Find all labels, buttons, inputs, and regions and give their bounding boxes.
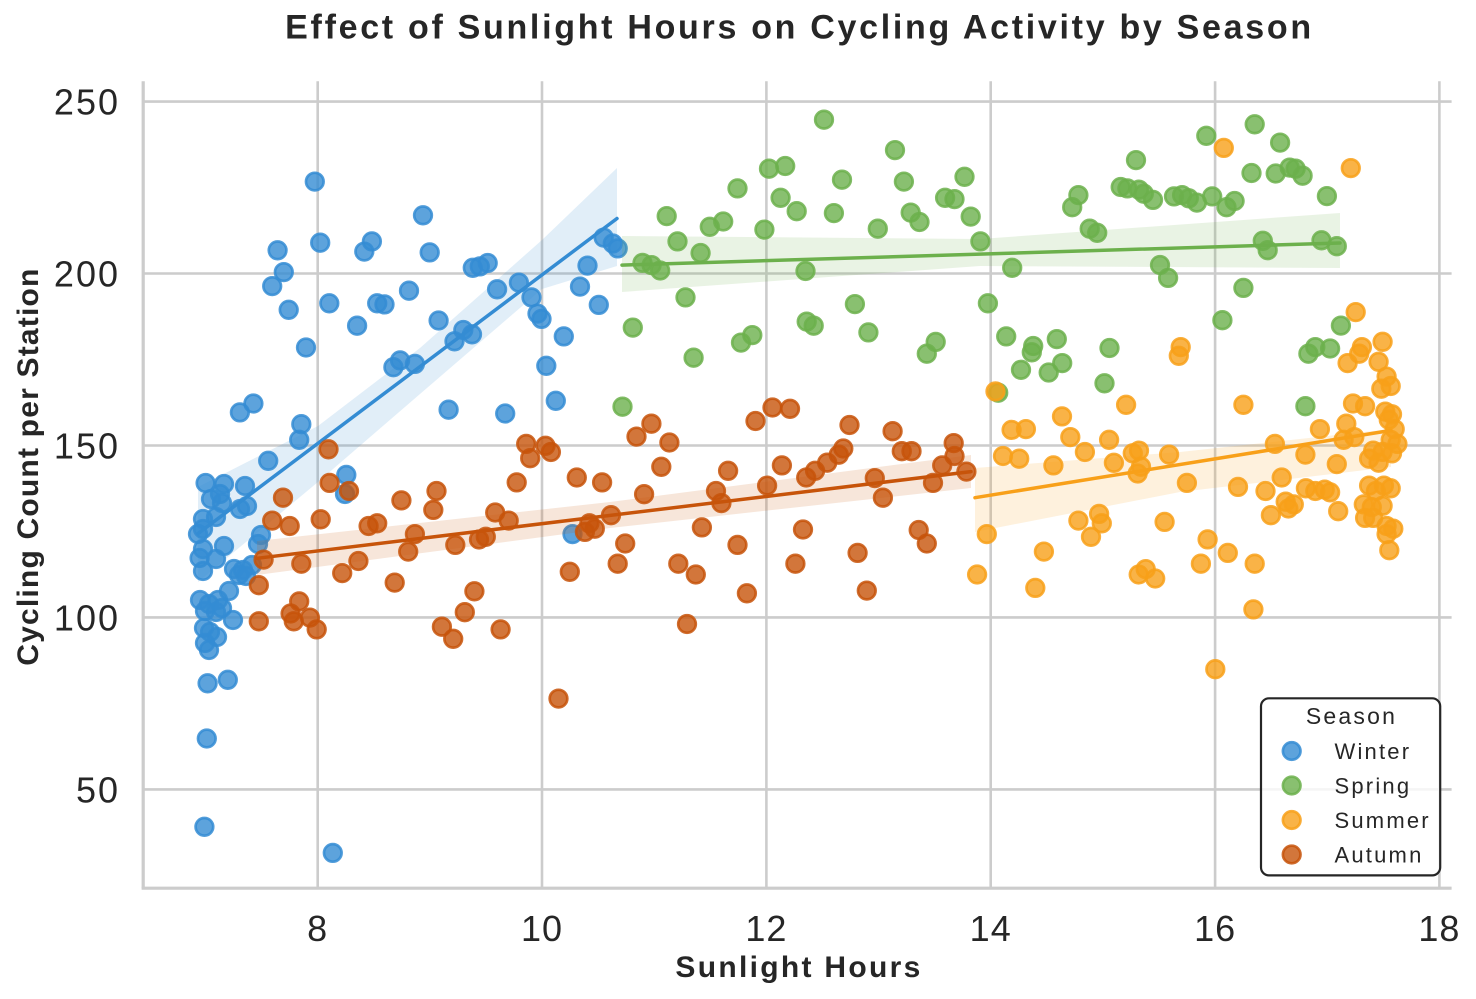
svg-text:Cycling Count per Station: Cycling Count per Station [12,267,45,665]
svg-text:18: 18 [1418,908,1460,949]
svg-text:250: 250 [54,82,120,123]
svg-text:Summer: Summer [1335,808,1431,833]
svg-text:Autumn: Autumn [1335,842,1424,867]
svg-text:150: 150 [54,426,120,467]
svg-text:50: 50 [76,769,120,810]
svg-text:Winter: Winter [1335,739,1412,764]
svg-text:8: 8 [307,908,328,949]
svg-text:14: 14 [970,908,1012,949]
svg-text:Spring: Spring [1335,773,1412,798]
svg-text:100: 100 [54,597,120,638]
svg-text:200: 200 [54,254,120,295]
svg-text:10: 10 [521,908,563,949]
svg-text:Sunlight Hours: Sunlight Hours [675,951,922,984]
svg-text:Effect of Sunlight Hours on Cy: Effect of Sunlight Hours on Cycling Acti… [285,9,1314,47]
svg-text:16: 16 [1194,908,1236,949]
svg-text:12: 12 [745,908,787,949]
svg-text:Season: Season [1306,703,1397,729]
